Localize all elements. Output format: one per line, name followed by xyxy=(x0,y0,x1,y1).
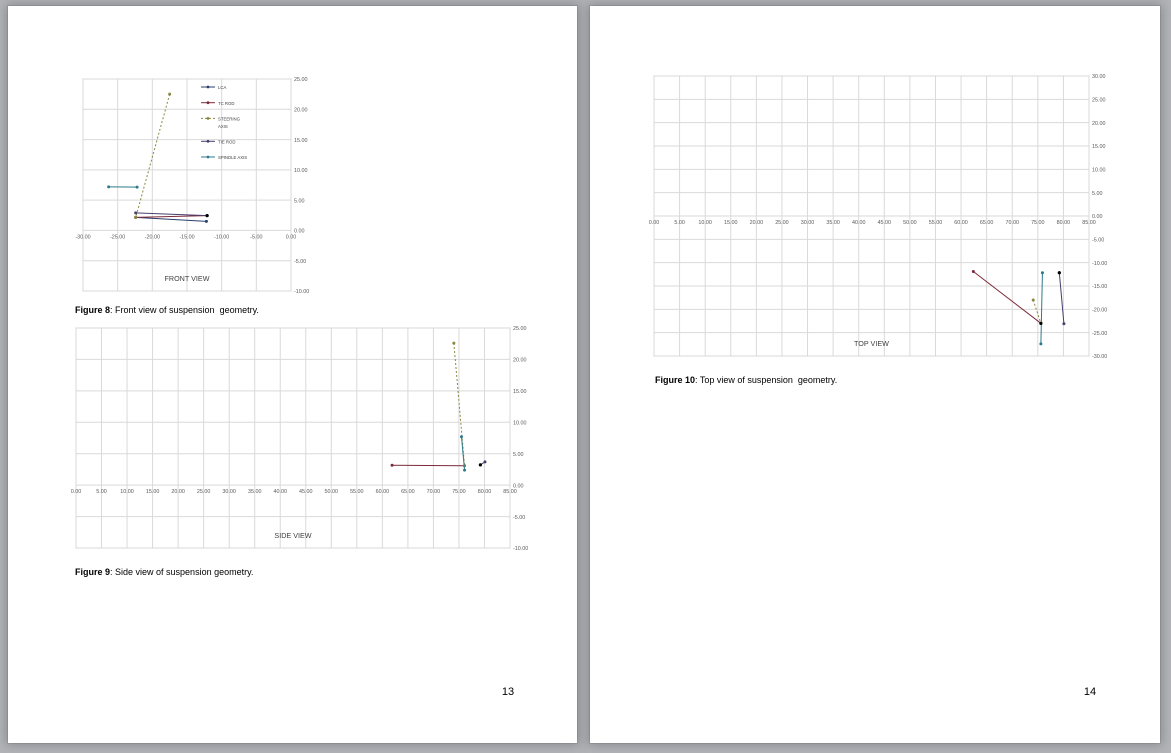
svg-text:30.00: 30.00 xyxy=(801,220,815,226)
svg-text:60.00: 60.00 xyxy=(376,489,390,495)
svg-text:85.00: 85.00 xyxy=(503,489,517,495)
svg-text:5.00: 5.00 xyxy=(513,452,524,458)
svg-text:50.00: 50.00 xyxy=(325,489,339,495)
svg-text:TC ROD: TC ROD xyxy=(218,101,234,106)
svg-text:STEERING: STEERING xyxy=(218,117,241,122)
svg-text:20.00: 20.00 xyxy=(294,107,308,113)
svg-text:50.00: 50.00 xyxy=(903,220,917,226)
svg-text:-15.00: -15.00 xyxy=(1092,284,1107,290)
svg-text:15.00: 15.00 xyxy=(146,489,160,495)
svg-text:40.00: 40.00 xyxy=(852,220,866,226)
svg-text:65.00: 65.00 xyxy=(401,489,415,495)
svg-text:0.00: 0.00 xyxy=(71,489,82,495)
svg-text:45.00: 45.00 xyxy=(299,489,313,495)
svg-text:55.00: 55.00 xyxy=(929,220,943,226)
svg-text:20.00: 20.00 xyxy=(750,220,764,226)
svg-text:65.00: 65.00 xyxy=(980,220,994,226)
svg-text:-5.00: -5.00 xyxy=(294,259,306,265)
svg-text:-25.00: -25.00 xyxy=(1092,331,1107,337)
svg-text:-10.00: -10.00 xyxy=(513,546,528,550)
svg-text:5.00: 5.00 xyxy=(674,220,685,226)
svg-text:35.00: 35.00 xyxy=(826,220,840,226)
svg-text:0.00: 0.00 xyxy=(1092,214,1103,220)
svg-text:20.00: 20.00 xyxy=(513,358,527,364)
svg-text:15.00: 15.00 xyxy=(294,138,308,144)
svg-text:-20.00: -20.00 xyxy=(145,234,160,240)
svg-text:30.00: 30.00 xyxy=(222,489,236,495)
svg-text:-5.00: -5.00 xyxy=(513,515,525,521)
svg-text:-20.00: -20.00 xyxy=(1092,308,1107,314)
svg-text:10.00: 10.00 xyxy=(294,168,308,174)
svg-text:85.00: 85.00 xyxy=(1082,220,1096,226)
svg-text:-30.00: -30.00 xyxy=(1092,354,1107,358)
svg-text:25.00: 25.00 xyxy=(197,489,211,495)
svg-text:25.00: 25.00 xyxy=(1092,98,1106,104)
svg-text:15.00: 15.00 xyxy=(1092,144,1106,150)
svg-text:5.00: 5.00 xyxy=(294,198,305,204)
svg-text:70.00: 70.00 xyxy=(427,489,441,495)
svg-text:20.00: 20.00 xyxy=(171,489,185,495)
svg-text:25.00: 25.00 xyxy=(513,326,527,332)
svg-text:0.00: 0.00 xyxy=(513,483,524,489)
svg-text:70.00: 70.00 xyxy=(1005,220,1019,226)
svg-text:SIDE VIEW: SIDE VIEW xyxy=(274,531,311,540)
svg-text:-5.00: -5.00 xyxy=(250,234,262,240)
svg-text:20.00: 20.00 xyxy=(1092,121,1106,127)
svg-text:80.00: 80.00 xyxy=(1057,220,1071,226)
svg-text:15.00: 15.00 xyxy=(513,389,527,395)
svg-text:10.00: 10.00 xyxy=(120,489,134,495)
svg-text:-10.00: -10.00 xyxy=(214,234,229,240)
svg-text:75.00: 75.00 xyxy=(1031,220,1045,226)
svg-text:SPINDLE AXIS: SPINDLE AXIS xyxy=(218,155,247,160)
svg-text:35.00: 35.00 xyxy=(248,489,262,495)
svg-text:0.00: 0.00 xyxy=(286,234,297,240)
svg-text:60.00: 60.00 xyxy=(954,220,968,226)
svg-text:10.00: 10.00 xyxy=(698,220,712,226)
svg-text:TIE ROD: TIE ROD xyxy=(218,140,235,145)
svg-text:25.00: 25.00 xyxy=(775,220,789,226)
svg-text:-15.00: -15.00 xyxy=(179,234,194,240)
svg-text:AXIS: AXIS xyxy=(218,124,228,129)
svg-text:5.00: 5.00 xyxy=(1092,191,1103,197)
svg-text:0.00: 0.00 xyxy=(649,220,660,226)
svg-text:LCA: LCA xyxy=(218,85,226,90)
svg-text:10.00: 10.00 xyxy=(513,420,527,426)
svg-text:-25.00: -25.00 xyxy=(110,234,125,240)
svg-text:15.00: 15.00 xyxy=(724,220,738,226)
svg-text:25.00: 25.00 xyxy=(294,77,308,83)
svg-text:0.00: 0.00 xyxy=(294,229,305,235)
svg-text:30.00: 30.00 xyxy=(1092,74,1106,80)
svg-text:80.00: 80.00 xyxy=(478,489,492,495)
svg-text:-5.00: -5.00 xyxy=(1092,238,1104,244)
svg-text:-10.00: -10.00 xyxy=(1092,261,1107,267)
svg-text:45.00: 45.00 xyxy=(878,220,892,226)
svg-text:55.00: 55.00 xyxy=(350,489,364,495)
svg-text:10.00: 10.00 xyxy=(1092,168,1106,174)
svg-text:-10.00: -10.00 xyxy=(294,289,309,293)
svg-text:-30.00: -30.00 xyxy=(75,234,90,240)
svg-text:FRONT VIEW: FRONT VIEW xyxy=(165,274,210,283)
svg-text:40.00: 40.00 xyxy=(273,489,287,495)
svg-text:75.00: 75.00 xyxy=(452,489,466,495)
svg-text:5.00: 5.00 xyxy=(96,489,107,495)
svg-text:TOP VIEW: TOP VIEW xyxy=(854,339,889,348)
